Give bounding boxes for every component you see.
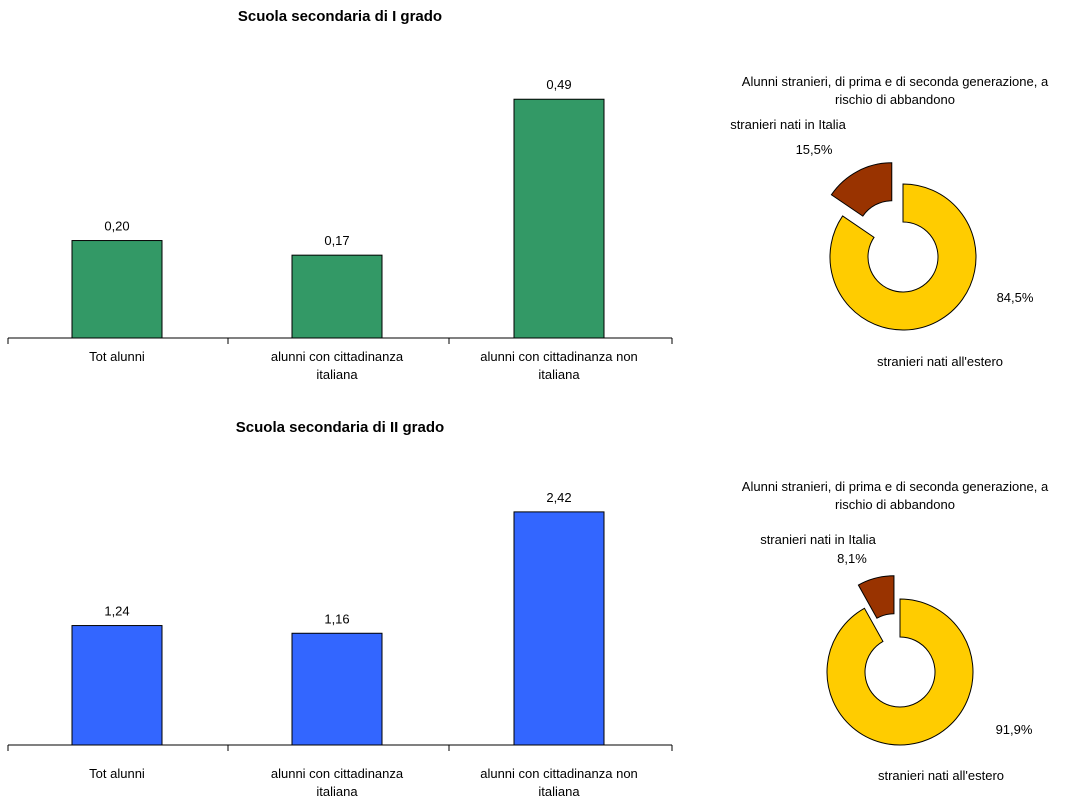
data-label: 2,42 [546,490,571,505]
bar [513,511,605,746]
donut-slice [857,575,895,619]
chart-title: Scuola secondaria di I grado [238,8,442,25]
category-label: italiana [316,367,358,382]
data-label: 1,16 [324,611,349,626]
category-label: Tot alunni [89,766,145,781]
slice-name-label: stranieri nati in Italia [760,532,876,547]
slice-name-label: stranieri nati in Italia [730,117,846,132]
donut-slice [830,162,893,217]
category-label: alunni con cittadinanza [271,766,404,781]
data-label: 1,24 [104,604,129,619]
donut-title: Alunni stranieri, di prima e di seconda … [742,74,1049,89]
category-label: Tot alunni [89,349,145,364]
category-label: alunni con cittadinanza [271,349,404,364]
chart-title: Scuola secondaria di II grado [236,419,444,436]
bar [291,254,383,339]
category-label: alunni con cittadinanza non [480,766,638,781]
slice-value-label: 84,5% [997,290,1034,305]
category-label: alunni con cittadinanza non [480,349,638,364]
donut-title: rischio di abbandono [835,92,955,107]
category-label: italiana [316,784,358,799]
data-label: 0,17 [324,233,349,248]
data-label: 0,49 [546,77,571,92]
donut-title: Alunni stranieri, di prima e di seconda … [742,479,1049,494]
slice-value-label: 91,9% [996,722,1033,737]
data-label: 0,20 [104,219,129,234]
bar [71,240,163,339]
donut-slice [826,598,974,746]
slice-name-label: stranieri nati all'estero [877,354,1003,369]
slice-name-label: stranieri nati all'estero [878,768,1004,783]
bar [71,625,163,746]
donut-slice [829,183,977,331]
category-label: italiana [538,367,580,382]
bar [513,98,605,339]
donut-title: rischio di abbandono [835,497,955,512]
slice-value-label: 15,5% [796,142,833,157]
category-label: italiana [538,784,580,799]
bar [291,632,383,746]
slice-value-label: 8,1% [837,551,867,566]
